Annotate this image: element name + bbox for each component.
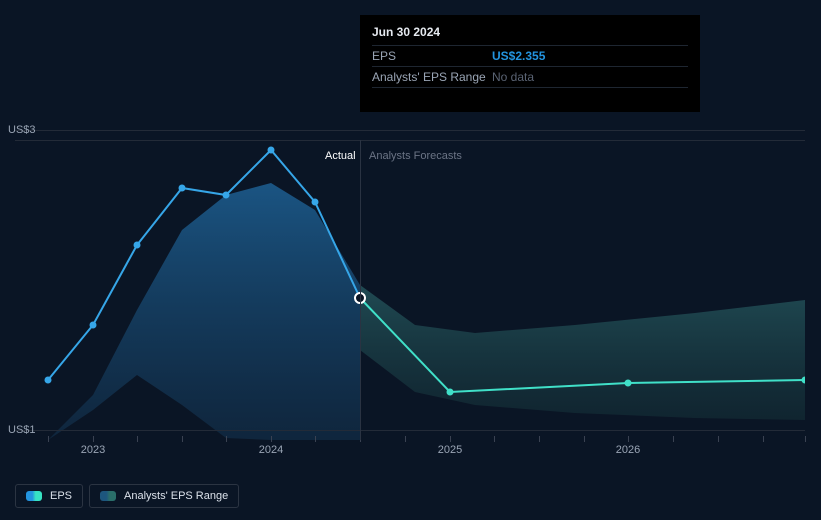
tooltip-value: US$2.355	[492, 46, 545, 66]
eps-swatch-icon	[26, 491, 42, 501]
x-tick	[48, 436, 49, 442]
actual-label: Actual	[325, 150, 356, 162]
actual-forecast-divider	[360, 140, 361, 440]
x-axis-label: 2023	[81, 444, 105, 456]
x-tick	[539, 436, 540, 442]
x-axis-label: 2024	[259, 444, 283, 456]
gridline	[15, 430, 805, 431]
data-point	[134, 242, 141, 249]
data-point	[223, 192, 230, 199]
legend-label: Analysts' EPS Range	[124, 490, 228, 502]
x-tick	[315, 436, 316, 442]
y-axis-label: US$3	[8, 124, 36, 136]
x-tick	[137, 436, 138, 442]
x-tick	[405, 436, 406, 442]
x-tick	[805, 436, 806, 442]
chart-tooltip: Jun 30 2024 EPSUS$2.355Analysts' EPS Ran…	[360, 15, 700, 112]
data-point	[268, 147, 275, 154]
data-point	[179, 185, 186, 192]
x-tick	[450, 436, 451, 442]
range-swatch-icon	[100, 491, 116, 501]
tooltip-row: Analysts' EPS RangeNo data	[372, 66, 688, 88]
x-axis-label: 2025	[438, 444, 462, 456]
gridline	[15, 140, 805, 141]
y-axis-label: US$1	[8, 424, 36, 436]
gridline	[15, 130, 805, 131]
data-point	[45, 377, 52, 384]
legend-item-eps[interactable]: EPS	[15, 484, 83, 508]
x-tick	[494, 436, 495, 442]
legend: EPS Analysts' EPS Range	[15, 484, 239, 508]
tooltip-label: Analysts' EPS Range	[372, 67, 492, 87]
x-tick	[628, 436, 629, 442]
x-axis-label: 2026	[616, 444, 640, 456]
x-tick	[584, 436, 585, 442]
range-area	[48, 183, 360, 440]
data-point	[625, 380, 632, 387]
tooltip-date: Jun 30 2024	[372, 25, 688, 39]
range-area	[360, 285, 805, 420]
data-point	[312, 199, 319, 206]
forecast-label: Analysts Forecasts	[369, 150, 462, 162]
x-tick	[93, 436, 94, 442]
tooltip-value: No data	[492, 67, 534, 87]
data-point	[90, 322, 97, 329]
legend-label: EPS	[50, 490, 72, 502]
data-point	[447, 389, 454, 396]
x-tick	[226, 436, 227, 442]
x-tick	[271, 436, 272, 442]
legend-item-range[interactable]: Analysts' EPS Range	[89, 484, 239, 508]
x-tick	[718, 436, 719, 442]
x-tick	[673, 436, 674, 442]
tooltip-row: EPSUS$2.355	[372, 45, 688, 66]
x-tick	[763, 436, 764, 442]
tooltip-label: EPS	[372, 46, 492, 66]
x-tick	[182, 436, 183, 442]
